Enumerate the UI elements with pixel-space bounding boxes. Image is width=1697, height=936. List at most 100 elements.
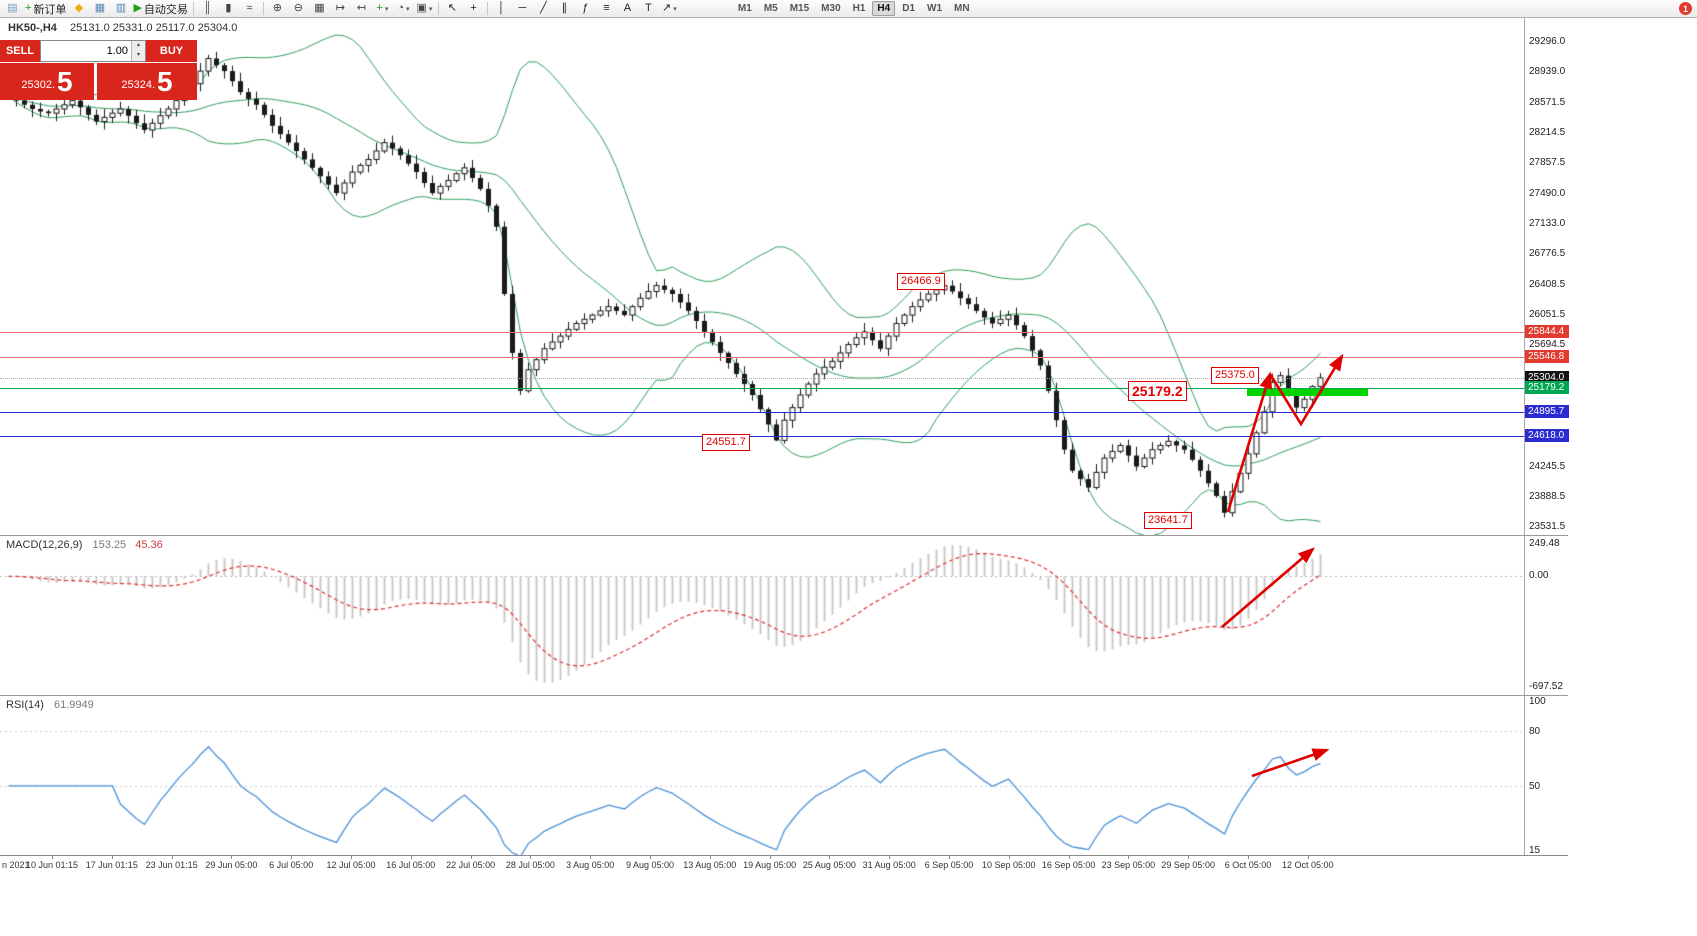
navigator-button[interactable]: ▥ — [110, 1, 131, 17]
crosshair-button[interactable]: + — [463, 1, 484, 17]
symbols-button[interactable]: ◆ — [68, 1, 89, 17]
timeframe-m30-button[interactable]: M30 — [821, 3, 841, 14]
timeframe-w1-button[interactable]: W1 — [927, 3, 943, 14]
chart-window: HK50-,H4 25131.0 25331.0 25117.0 25304.0… — [0, 18, 1697, 936]
time-tick — [650, 856, 651, 859]
dropdown-caret-icon: ▾ — [673, 5, 677, 13]
time-axis-label: 22 Jul 05:00 — [446, 860, 496, 870]
annotation-24551.7[interactable]: 24551.7 — [702, 434, 750, 451]
objects-list-button[interactable]: ≡ — [596, 1, 617, 17]
sell-price-button[interactable]: 25302. 5 — [0, 63, 94, 100]
timeframe-m15-button[interactable]: M15 — [789, 3, 810, 14]
timeframe-h1-button[interactable]: H1 — [852, 3, 866, 14]
crosshair-icon: + — [470, 2, 477, 14]
panel-separator[interactable] — [0, 695, 1568, 696]
candlestick-chart-button[interactable]: ▮ — [218, 1, 239, 17]
sell-button[interactable]: SELL — [0, 40, 40, 62]
auto-trading-icon: ▶ — [133, 2, 142, 14]
cursor-button[interactable]: ↖ — [442, 1, 463, 17]
rsi-indicator-canvas[interactable] — [0, 695, 1524, 855]
price-level-line-25179.2[interactable] — [0, 388, 1524, 389]
time-tick — [1009, 856, 1010, 859]
auto-trading-button[interactable]: ▶ 自动交易 — [131, 1, 189, 17]
price-axis[interactable]: 29296.0 28939.0 28571.5 28214.5 27857.5 27490… — [1525, 18, 1695, 856]
indicators-button[interactable]: + ▾ — [372, 1, 393, 17]
axis-label: 28571.5 — [1529, 97, 1566, 108]
timeframe-mn-button[interactable]: MN — [954, 3, 970, 14]
axis-label: 25694.5 — [1529, 339, 1566, 350]
price-level-line-25304[interactable] — [0, 378, 1524, 379]
new-order-button[interactable]: + 新订单 — [23, 1, 68, 17]
price-level-line-24895.7[interactable] — [0, 412, 1524, 413]
templates-button[interactable]: ▣ ▾ — [414, 1, 435, 17]
axis-label: 26776.5 — [1529, 248, 1566, 259]
time-axis[interactable]: n 2021 10 Jun 01:15 17 Jun 01:15 23 Jun 01:… — [0, 855, 1568, 874]
annotation-26466.9[interactable]: 26466.9 — [897, 273, 945, 290]
zoom-out-icon: ⊖ — [293, 2, 304, 14]
timeframe-m5-button[interactable]: M5 — [763, 3, 778, 14]
time-tick — [710, 856, 711, 859]
timeframe-h4-button[interactable]: H4 — [872, 1, 896, 16]
toolbar-separator — [262, 2, 264, 15]
trendline-button[interactable]: ╱ — [533, 1, 554, 17]
timeframe-d1-button[interactable]: D1 — [902, 3, 916, 14]
axis-label: 15 — [1529, 845, 1541, 856]
chart-shift-button[interactable]: ↤ — [351, 1, 372, 17]
volume-down-button[interactable]: ▾ — [132, 51, 145, 61]
buy-price-big-digit: 5 — [157, 65, 173, 97]
annotation-25179.2[interactable]: 25179.2 — [1128, 381, 1187, 401]
volume-box: ▴ ▾ — [40, 40, 146, 62]
zoom-out-button[interactable]: ⊖ — [288, 1, 309, 17]
time-axis-label: 25 Aug 05:00 — [802, 860, 856, 870]
notification-badge[interactable]: 1 — [1679, 2, 1692, 15]
volume-input[interactable] — [41, 41, 131, 61]
arrows-icon: ↗ — [662, 2, 672, 14]
navigator-icon: ▥ — [115, 2, 127, 14]
annotation-23641.7[interactable]: 23641.7 — [1144, 512, 1192, 529]
volume-up-button[interactable]: ▴ — [132, 41, 145, 51]
text-button[interactable]: A — [617, 1, 638, 17]
arrows-button[interactable]: ↗ ▾ — [659, 1, 680, 17]
sell-price-big-digit: 5 — [57, 65, 73, 97]
periods-button[interactable]: ◔ ▾ — [393, 1, 414, 17]
price-level-line-25546.8[interactable] — [0, 357, 1524, 358]
annotation-25375.0[interactable]: 25375.0 — [1211, 367, 1259, 384]
vertical-line-button[interactable]: │ — [491, 1, 512, 17]
fibonacci-button[interactable]: ƒ — [575, 1, 596, 17]
axis-label: 27490.0 — [1529, 188, 1566, 199]
support-zone-highlight[interactable] — [1247, 389, 1368, 396]
horizontal-line-button[interactable]: ─ — [512, 1, 533, 17]
time-axis-label: 10 Jun 01:15 — [25, 860, 79, 870]
price-tag-24895.7: 24895.7 — [1525, 405, 1569, 418]
channel-button[interactable]: ∥ — [554, 1, 575, 17]
time-tick — [1069, 856, 1070, 859]
buy-button[interactable]: BUY — [146, 40, 197, 62]
objects-list-icon: ≡ — [603, 2, 610, 14]
timeframe-m1-button[interactable]: M1 — [737, 3, 752, 14]
axis-label: 0.00 — [1529, 570, 1549, 581]
time-tick — [351, 856, 352, 859]
market-watch-button[interactable]: ▦ — [89, 1, 110, 17]
price-level-line-25844.4[interactable] — [0, 332, 1524, 333]
macd-indicator-canvas[interactable] — [0, 535, 1524, 695]
axis-label: 26051.5 — [1529, 309, 1566, 320]
text-label-button[interactable]: T — [638, 1, 659, 17]
time-tick — [1128, 856, 1129, 859]
axis-label: 26408.5 — [1529, 279, 1566, 290]
bar-chart-button[interactable]: ║ — [197, 1, 218, 17]
dropdown-caret-icon: ▾ — [428, 5, 433, 13]
chart-window-button[interactable]: ▤ — [2, 1, 23, 17]
auto-scroll-button[interactable]: ↦ — [330, 1, 351, 17]
price-level-line-24618[interactable] — [0, 436, 1524, 437]
buy-price-button[interactable]: 25324. 5 — [97, 63, 197, 100]
line-chart-button[interactable]: ≈ — [239, 1, 260, 17]
price-tag-25179.2: 25179.2 — [1525, 381, 1569, 394]
tile-windows-button[interactable]: ▦ — [309, 1, 330, 17]
axis-label: 23531.5 — [1529, 521, 1566, 532]
time-tick — [291, 856, 292, 859]
tile-windows-icon: ▦ — [314, 2, 325, 14]
panel-separator[interactable] — [0, 535, 1568, 536]
price-chart-canvas[interactable] — [0, 18, 1524, 535]
zoom-in-button[interactable]: ⊕ — [267, 1, 288, 17]
time-axis-label: 16 Sep 05:00 — [1041, 860, 1096, 870]
